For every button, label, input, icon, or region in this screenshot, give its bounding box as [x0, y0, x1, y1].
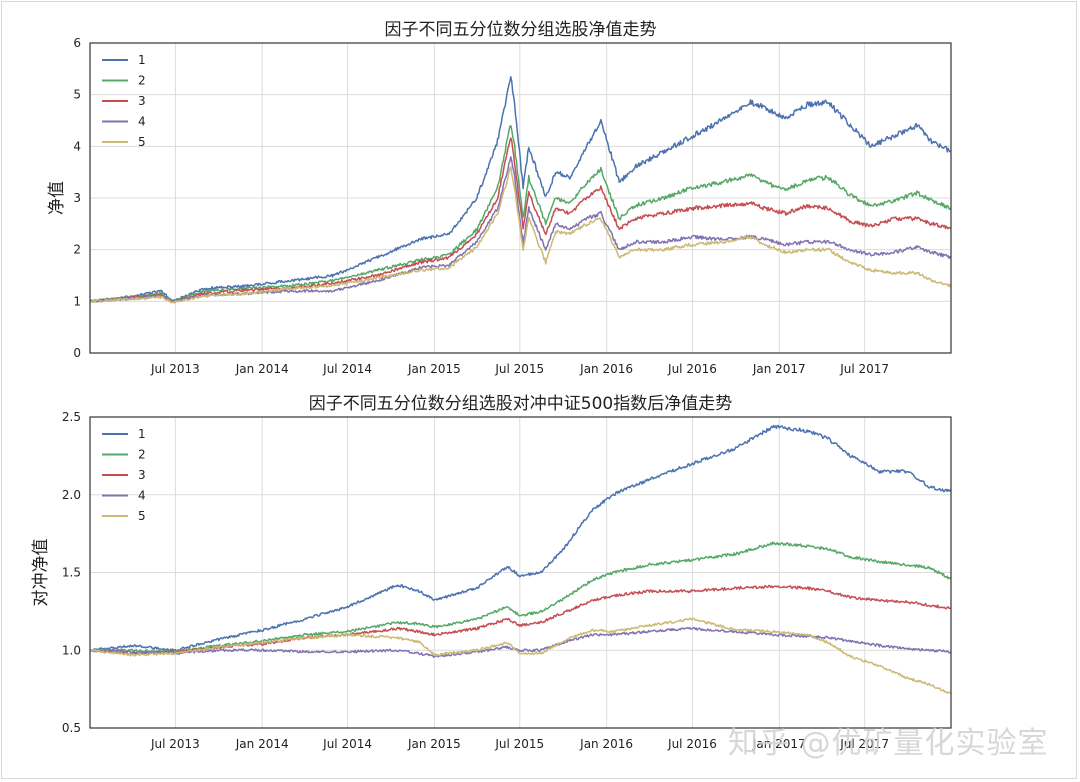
series-line-4 — [90, 626, 951, 658]
y-tick-label: 5 — [73, 88, 81, 102]
y-axis-label: 净值 — [47, 181, 67, 215]
x-tick-label: Jul 2015 — [494, 362, 544, 376]
x-tick-label: Jul 2017 — [839, 362, 889, 376]
x-tick-label: Jan 2017 — [752, 362, 806, 376]
legend-label: 1 — [138, 427, 146, 441]
chart-1: 0 1 2 3 4 5 6 Jul 2013 Jan 2014 Jul 2014 Jan 2015 J… — [47, 20, 952, 376]
y-tick-label: 6 — [73, 36, 81, 50]
x-tick-label: Jan 2016 — [579, 737, 633, 751]
series-line-1 — [90, 76, 951, 303]
chart-2: 0.5 1.0 1.5 2.0 2.5 Jul 2013 Jan 2014 Jul 2014 J… — [31, 394, 952, 751]
legend-label: 4 — [138, 115, 146, 129]
y-tick-label: 2.5 — [62, 410, 81, 424]
x-tick-label: Jan 2015 — [407, 362, 461, 376]
legend-label: 5 — [138, 509, 146, 523]
watermark-text: 知乎 @优矿量化实验室 — [728, 726, 1049, 761]
series-line-2 — [90, 124, 951, 303]
y-tick-label: 4 — [73, 139, 81, 153]
legend-label: 2 — [138, 74, 146, 88]
legend-label: 1 — [138, 53, 146, 67]
y-axis-label: 对冲净值 — [31, 539, 51, 607]
legend: 1 2 3 4 5 — [102, 53, 146, 149]
legend-label: 5 — [138, 135, 146, 149]
series-line-2 — [90, 541, 951, 654]
plot-frame — [89, 416, 952, 729]
legend: 1 2 3 4 5 — [102, 427, 146, 523]
legend-label: 2 — [138, 448, 146, 462]
x-tick-label: Jul 2016 — [667, 737, 717, 751]
y-tick-label: 3 — [73, 191, 81, 205]
series-line-1 — [90, 424, 951, 652]
x-tick-label: Jan 2015 — [407, 737, 461, 751]
y-tick-label: 0 — [73, 346, 81, 360]
x-tick-label: Jul 2015 — [494, 737, 544, 751]
x-tick-label: Jul 2014 — [322, 737, 372, 751]
series-line-3 — [90, 137, 951, 303]
x-tick-label: Jul 2014 — [322, 362, 372, 376]
x-tick-label: Jan 2017 — [752, 737, 806, 751]
chart-title: 因子不同五分位数分组选股对冲中证500指数后净值走势 — [309, 394, 732, 414]
y-tick-label: 1 — [73, 294, 81, 308]
legend-label: 3 — [138, 468, 146, 482]
x-tick-label: Jan 2016 — [579, 362, 633, 376]
series-line-5 — [90, 166, 951, 304]
legend-label: 3 — [138, 94, 146, 108]
y-tick-label: 2 — [73, 243, 81, 257]
x-tick-label: Jul 2013 — [150, 362, 200, 376]
x-tick-label: Jul 2017 — [839, 737, 889, 751]
x-tick-label: Jan 2014 — [235, 737, 289, 751]
x-tick-label: Jul 2016 — [667, 362, 717, 376]
y-tick-label: 2.0 — [62, 488, 81, 502]
x-tick-label: Jan 2014 — [235, 362, 289, 376]
legend-label: 4 — [138, 489, 146, 503]
y-tick-label: 0.5 — [62, 721, 81, 735]
y-tick-label: 1.5 — [62, 566, 81, 580]
series-line-3 — [90, 584, 951, 656]
y-tick-label: 1.0 — [62, 643, 81, 657]
chart-title: 因子不同五分位数分组选股净值走势 — [385, 20, 657, 40]
series-line-5 — [90, 617, 951, 695]
x-tick-label: Jul 2013 — [150, 737, 200, 751]
plot-frame — [89, 42, 952, 354]
